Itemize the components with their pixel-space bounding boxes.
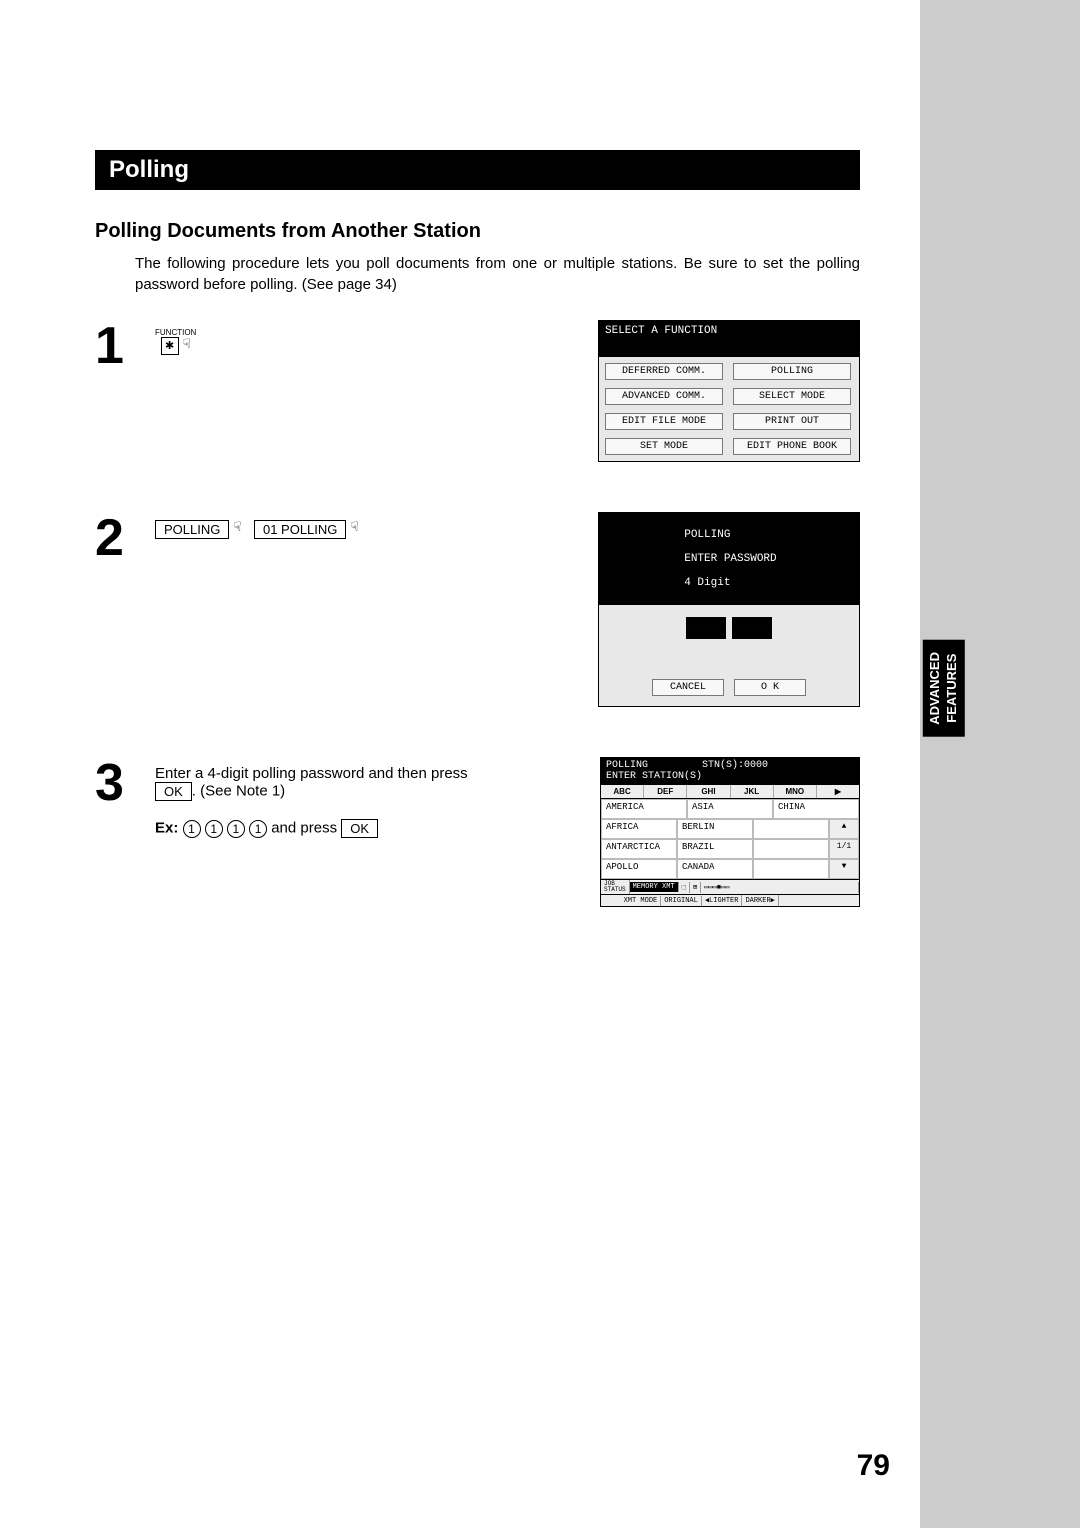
- lcd-button[interactable]: POLLING: [733, 363, 851, 380]
- step3-instruction: Enter a 4-digit polling password and the…: [155, 765, 495, 801]
- lcd-button[interactable]: PRINT OUT: [733, 413, 851, 430]
- job-status[interactable]: JOBSTATUS: [601, 880, 630, 894]
- page-subtitle: Polling Documents from Another Station: [95, 220, 860, 243]
- lcd-button[interactable]: SET MODE: [605, 438, 723, 455]
- station-cell[interactable]: ANTARCTICA: [601, 839, 677, 859]
- lcd-button[interactable]: EDIT PHONE BOOK: [733, 438, 851, 455]
- status-blank: ▭▭▭■▭▭: [701, 882, 859, 893]
- icon-grid: ⊞: [690, 882, 701, 893]
- password-digit: [686, 617, 726, 639]
- lcd-panel-1: SELECT A FUNCTION DEFERRED COMM. POLLING…: [598, 320, 860, 462]
- lighter-icon[interactable]: ◀LIGHTER: [702, 895, 743, 906]
- alpha-tabs: ABC DEF GHI JKL MNO ▶: [600, 785, 860, 799]
- lcd-panel-2: POLLING ENTER PASSWORD 4 Digit CANCEL O …: [598, 512, 860, 707]
- status-bar: JOBSTATUS MEMORY XMT ⬚ ⊞ ▭▭▭■▭▭: [601, 879, 859, 894]
- ok-key: OK: [341, 819, 378, 838]
- hand-icon: ☟: [351, 519, 359, 534]
- hand-icon: ☟: [234, 519, 242, 534]
- page-indicator: 1/1: [829, 839, 859, 859]
- lcd-button[interactable]: EDIT FILE MODE: [605, 413, 723, 430]
- station-cell[interactable]: CANADA: [677, 859, 753, 879]
- icon-orig: ⬚: [679, 882, 690, 893]
- tab[interactable]: GHI: [687, 785, 730, 798]
- polling-01-key: 01 POLLING: [254, 520, 346, 539]
- lcd-panel-3: POLLING STN(S):0000 ENTER STATION(S) ABC…: [600, 757, 860, 907]
- station-cell[interactable]: [753, 839, 829, 859]
- xmt-mode[interactable]: XMT MODE: [621, 896, 662, 906]
- tab-more[interactable]: ▶: [817, 785, 859, 798]
- tab[interactable]: ABC: [601, 785, 644, 798]
- page-title: Polling: [95, 150, 860, 190]
- station-cell[interactable]: ASIA: [687, 799, 773, 819]
- step-number: 1: [95, 320, 155, 372]
- password-digit: [732, 617, 772, 639]
- ok-key: OK: [155, 782, 192, 801]
- hand-icon: ☟: [183, 336, 191, 351]
- memory-xmt[interactable]: MEMORY XMT: [630, 882, 679, 892]
- function-key-icon: FUNCTION ✱ ☟: [155, 328, 196, 355]
- lcd-button[interactable]: ADVANCED COMM.: [605, 388, 723, 405]
- digit-key: 1: [183, 820, 201, 838]
- tab[interactable]: MNO: [774, 785, 817, 798]
- step3-example: Ex: 1 1 1 1 and press OK: [155, 819, 495, 838]
- side-margin: [920, 0, 1080, 1528]
- status-bar-2: JOB XMT MODE ORIGINAL ◀LIGHTER DARKER▶: [601, 894, 859, 906]
- step-number: 2: [95, 512, 155, 564]
- step-number: 3: [95, 757, 155, 809]
- station-cell[interactable]: APOLLO: [601, 859, 677, 879]
- tab[interactable]: DEF: [644, 785, 687, 798]
- station-cell[interactable]: [753, 819, 829, 839]
- lcd-button[interactable]: DEFERRED COMM.: [605, 363, 723, 380]
- polling-key: POLLING: [155, 520, 229, 539]
- cancel-button[interactable]: CANCEL: [652, 679, 724, 696]
- ok-button[interactable]: O K: [734, 679, 806, 696]
- station-cell[interactable]: BERLIN: [677, 819, 753, 839]
- digit-key: 1: [249, 820, 267, 838]
- station-cell[interactable]: AFRICA: [601, 819, 677, 839]
- lcd-button[interactable]: SELECT MODE: [733, 388, 851, 405]
- section-tab: ADVANCED FEATURES: [923, 640, 965, 737]
- station-cell[interactable]: BRAZIL: [677, 839, 753, 859]
- darker-icon[interactable]: DARKER▶: [742, 895, 778, 906]
- digit-key: 1: [205, 820, 223, 838]
- station-cell[interactable]: AMERICA: [601, 799, 687, 819]
- lcd-header: POLLING STN(S):0000 ENTER STATION(S): [600, 757, 860, 785]
- lcd-header: POLLING ENTER PASSWORD 4 Digit: [599, 513, 859, 605]
- lcd-header: SELECT A FUNCTION: [599, 321, 859, 341]
- station-cell[interactable]: CHINA: [773, 799, 859, 819]
- intro-text: The following procedure lets you poll do…: [95, 253, 860, 295]
- scroll-down-icon[interactable]: ▼: [829, 859, 859, 879]
- station-cell[interactable]: [753, 859, 829, 879]
- page-number: 79: [857, 1449, 890, 1483]
- original[interactable]: ORIGINAL: [661, 896, 702, 906]
- digit-key: 1: [227, 820, 245, 838]
- tab[interactable]: JKL: [731, 785, 774, 798]
- scroll-up-icon[interactable]: ▲: [829, 819, 859, 839]
